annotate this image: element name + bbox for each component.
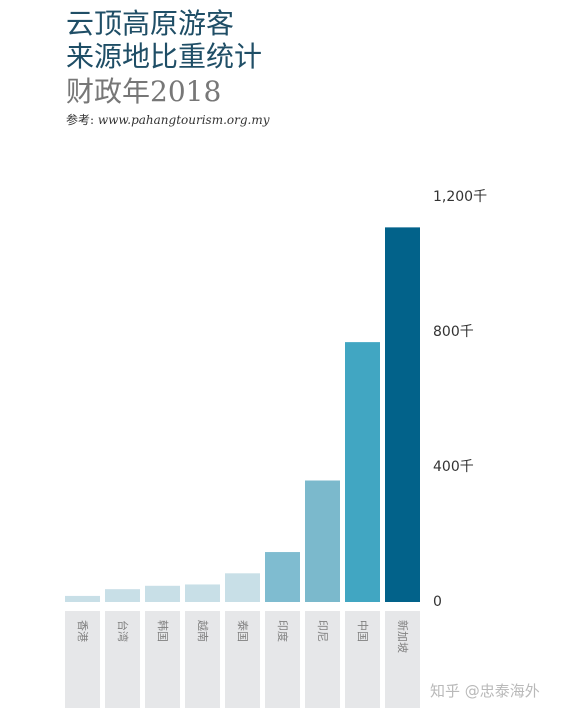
- category-label-7: 印尼: [316, 620, 329, 642]
- category-label-4: 越南: [196, 620, 210, 642]
- bar-8: [345, 342, 380, 602]
- y-tick-label-3: 800千: [433, 324, 474, 340]
- category-label-box-1: [65, 611, 100, 708]
- bar-7: [305, 480, 340, 602]
- category-label-box-7: [305, 611, 340, 708]
- category-label-box-6: [265, 611, 300, 708]
- bar-4: [185, 584, 220, 602]
- reference-source: 参考: www.pahangtourism.org.my: [66, 111, 270, 128]
- bar-2: [105, 589, 140, 602]
- category-label-9: 新加坡: [396, 620, 410, 653]
- bar-3: [145, 585, 180, 602]
- y-tick-label-2: 400千: [433, 459, 474, 475]
- title-line-1: 云顶高原游客: [66, 7, 235, 40]
- category-label-5: 泰国: [236, 620, 250, 642]
- category-label-1: 香港: [76, 620, 89, 642]
- category-label-3: 韩国: [156, 620, 170, 642]
- category-label-6: 印度: [276, 620, 290, 642]
- bar-6: [265, 552, 300, 602]
- category-label-box-3: [145, 611, 180, 708]
- bar-9: [385, 227, 420, 602]
- category-label-box-9: [385, 611, 420, 708]
- watermark: 知乎 @忠泰海外: [430, 682, 540, 700]
- title-year: 财政年2018: [66, 75, 222, 108]
- category-label-box-8: [345, 611, 380, 708]
- category-label-box-2: [105, 611, 140, 708]
- category-label-8: 中国: [356, 620, 369, 642]
- bar-5: [225, 573, 260, 602]
- reference-label: 参考:: [66, 113, 95, 127]
- category-label-2: 台湾: [116, 620, 130, 642]
- category-label-box-5: [225, 611, 260, 708]
- category-label-box-4: [185, 611, 220, 708]
- reference-url: www.pahangtourism.org.my: [97, 113, 270, 127]
- title-line-2: 来源地比重统计: [66, 40, 263, 73]
- y-tick-label-1: 0: [433, 594, 442, 610]
- y-tick-label-4: 1,200千: [433, 189, 487, 205]
- bar-1: [65, 595, 100, 602]
